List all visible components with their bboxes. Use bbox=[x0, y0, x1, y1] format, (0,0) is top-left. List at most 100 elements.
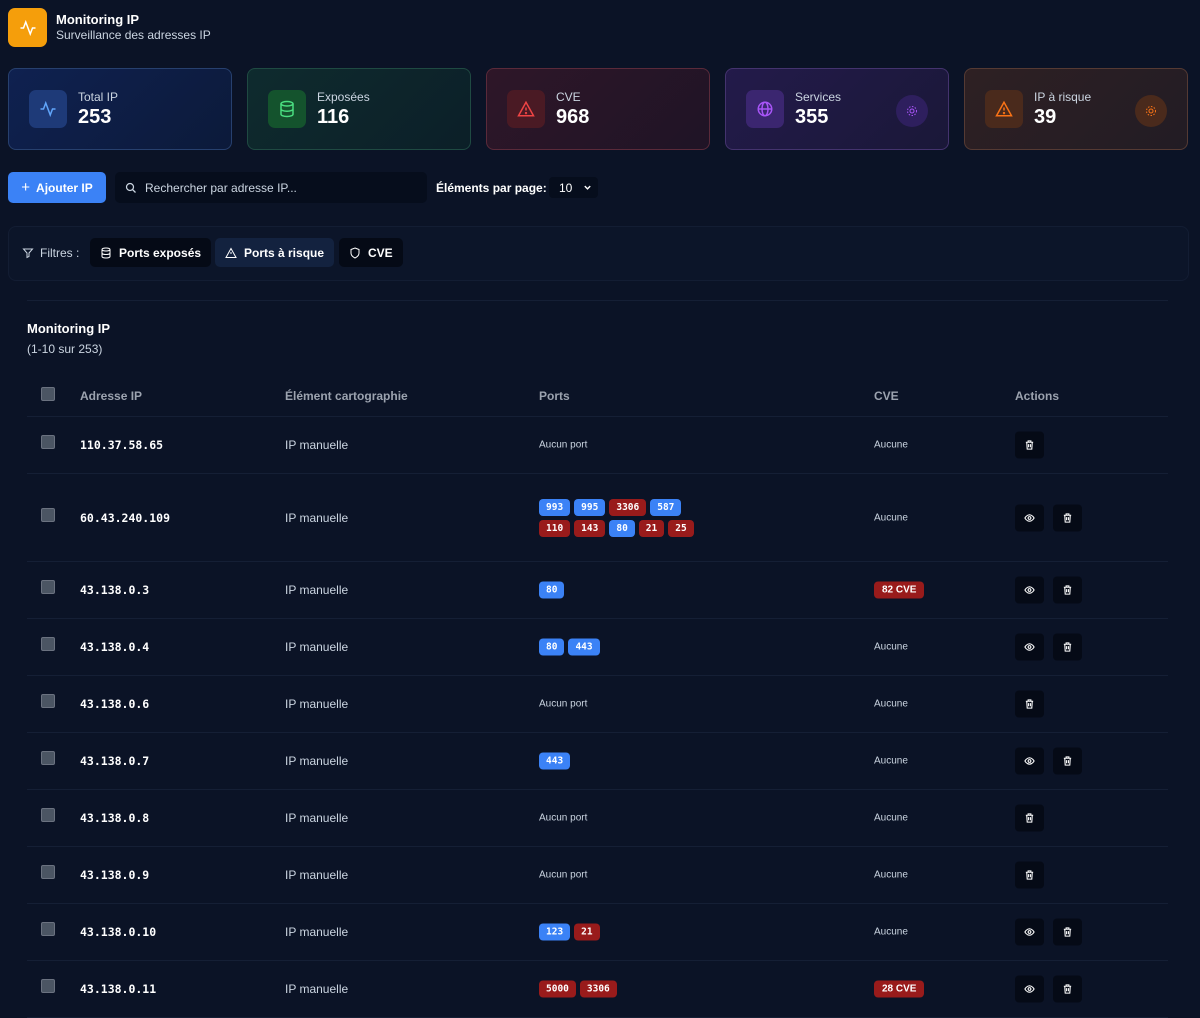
table-row: 43.138.0.6 IP manuelle Aucun port Aucune bbox=[27, 676, 1168, 733]
port-badge: 143 bbox=[574, 519, 606, 537]
ports-cell: Aucun port bbox=[539, 870, 709, 881]
actions bbox=[1015, 633, 1082, 661]
view-button[interactable] bbox=[1015, 633, 1044, 661]
cve-badge: 28 CVE bbox=[874, 980, 925, 998]
delete-button[interactable] bbox=[1053, 975, 1082, 1003]
stat-value: 968 bbox=[556, 106, 590, 128]
table-row: 110.37.58.65 IP manuelle Aucun port Aucune bbox=[27, 417, 1168, 474]
row-checkbox[interactable] bbox=[41, 865, 55, 879]
row-checkbox[interactable] bbox=[41, 694, 55, 708]
actions bbox=[1015, 504, 1082, 531]
filter-text: Filtres : bbox=[40, 246, 80, 260]
view-button[interactable] bbox=[1015, 975, 1044, 1003]
element-type: IP manuelle bbox=[285, 925, 349, 939]
stat-label: Total IP bbox=[78, 90, 119, 104]
cve-cell: 28 CVE bbox=[874, 980, 925, 998]
delete-button[interactable] bbox=[1053, 918, 1082, 946]
row-checkbox[interactable] bbox=[41, 580, 55, 594]
column-header: Actions bbox=[1015, 389, 1060, 403]
table-row: 43.138.0.4 IP manuelle 80 443 Aucune bbox=[27, 619, 1168, 676]
delete-button[interactable] bbox=[1053, 747, 1082, 775]
ip-address: 110.37.58.65 bbox=[80, 438, 164, 452]
stat-icon bbox=[985, 90, 1023, 128]
delete-button[interactable] bbox=[1015, 861, 1044, 889]
port-badge: 3306 bbox=[609, 498, 647, 516]
ip-address: 43.138.0.3 bbox=[80, 583, 150, 597]
ports-cell: 443 bbox=[539, 752, 709, 770]
plus-icon: + bbox=[21, 179, 31, 196]
filter-chip[interactable]: CVE bbox=[339, 238, 403, 267]
per-page-value: 10 bbox=[559, 180, 573, 195]
delete-button[interactable] bbox=[1053, 633, 1082, 661]
port-badge: 21 bbox=[574, 923, 600, 941]
select-all-checkbox[interactable] bbox=[41, 387, 55, 401]
cve-none: Aucune bbox=[874, 698, 908, 710]
filter-label: Filtres : bbox=[22, 246, 79, 260]
actions bbox=[1015, 804, 1044, 832]
stat-card: Exposées 116 bbox=[247, 68, 471, 150]
add-ip-button[interactable]: + Ajouter IP bbox=[8, 172, 106, 203]
ip-address: 43.138.0.8 bbox=[80, 811, 150, 825]
element-type: IP manuelle bbox=[285, 583, 349, 597]
settings-icon bbox=[896, 95, 928, 127]
column-header: CVE bbox=[874, 389, 899, 403]
delete-button[interactable] bbox=[1053, 504, 1082, 531]
cve-none: Aucune bbox=[874, 926, 908, 938]
table-title: Monitoring IP bbox=[27, 321, 111, 336]
delete-button[interactable] bbox=[1015, 431, 1044, 459]
ports-cell: 80 bbox=[539, 581, 709, 599]
table-subtitle: (1-10 sur 253) bbox=[27, 342, 103, 356]
stat-value: 39 bbox=[1034, 106, 1057, 128]
stat-value: 116 bbox=[317, 106, 350, 128]
search-input[interactable]: Rechercher par adresse IP... bbox=[115, 172, 427, 203]
view-button[interactable] bbox=[1015, 918, 1044, 946]
table-row: 43.138.0.7 IP manuelle 443 Aucune bbox=[27, 733, 1168, 790]
view-button[interactable] bbox=[1015, 747, 1044, 775]
ip-address: 43.138.0.4 bbox=[80, 640, 150, 654]
filter-chip[interactable]: Ports exposés bbox=[90, 238, 212, 267]
row-checkbox[interactable] bbox=[41, 979, 55, 993]
row-checkbox[interactable] bbox=[41, 751, 55, 765]
table-row: 43.138.0.3 IP manuelle 80 82 CVE bbox=[27, 562, 1168, 619]
row-checkbox[interactable] bbox=[41, 637, 55, 651]
element-type: IP manuelle bbox=[285, 697, 349, 711]
cve-cell: 82 CVE bbox=[874, 581, 925, 599]
cve-cell: Aucune bbox=[874, 699, 908, 710]
cve-none: Aucune bbox=[874, 869, 908, 881]
no-ports: Aucun port bbox=[539, 698, 588, 710]
app-title: Monitoring IP bbox=[56, 12, 140, 27]
element-type: IP manuelle bbox=[285, 982, 349, 996]
row-checkbox[interactable] bbox=[41, 922, 55, 936]
actions bbox=[1015, 918, 1082, 946]
row-checkbox[interactable] bbox=[41, 808, 55, 822]
cve-cell: Aucune bbox=[874, 512, 908, 523]
stat-label: CVE bbox=[556, 90, 581, 104]
cve-cell: Aucune bbox=[874, 870, 908, 881]
cve-none: Aucune bbox=[874, 755, 908, 767]
row-checkbox[interactable] bbox=[41, 507, 55, 522]
cve-none: Aucune bbox=[874, 512, 908, 523]
delete-button[interactable] bbox=[1053, 576, 1082, 604]
actions bbox=[1015, 576, 1082, 604]
ports-cell: 123 21 bbox=[539, 923, 709, 941]
ip-address: 43.138.0.7 bbox=[80, 754, 150, 768]
stat-label: IP à risque bbox=[1034, 90, 1092, 104]
port-badge: 80 bbox=[609, 519, 635, 537]
no-ports: Aucun port bbox=[539, 869, 588, 881]
filter-chip[interactable]: Ports à risque bbox=[215, 238, 335, 267]
actions bbox=[1015, 431, 1044, 459]
column-header: Élément cartographie bbox=[285, 389, 408, 403]
port-badge: 3306 bbox=[579, 980, 617, 998]
row-checkbox[interactable] bbox=[41, 435, 55, 449]
ip-address: 60.43.240.109 bbox=[80, 510, 171, 525]
delete-button[interactable] bbox=[1015, 690, 1044, 718]
element-type: IP manuelle bbox=[285, 868, 349, 882]
stat-card: Total IP 253 bbox=[8, 68, 232, 150]
element-type: IP manuelle bbox=[285, 438, 349, 452]
view-button[interactable] bbox=[1015, 576, 1044, 604]
element-type: IP manuelle bbox=[285, 754, 349, 768]
stat-icon bbox=[268, 90, 306, 128]
delete-button[interactable] bbox=[1015, 804, 1044, 832]
view-button[interactable] bbox=[1015, 504, 1044, 531]
per-page-select[interactable]: 10 bbox=[549, 177, 598, 198]
